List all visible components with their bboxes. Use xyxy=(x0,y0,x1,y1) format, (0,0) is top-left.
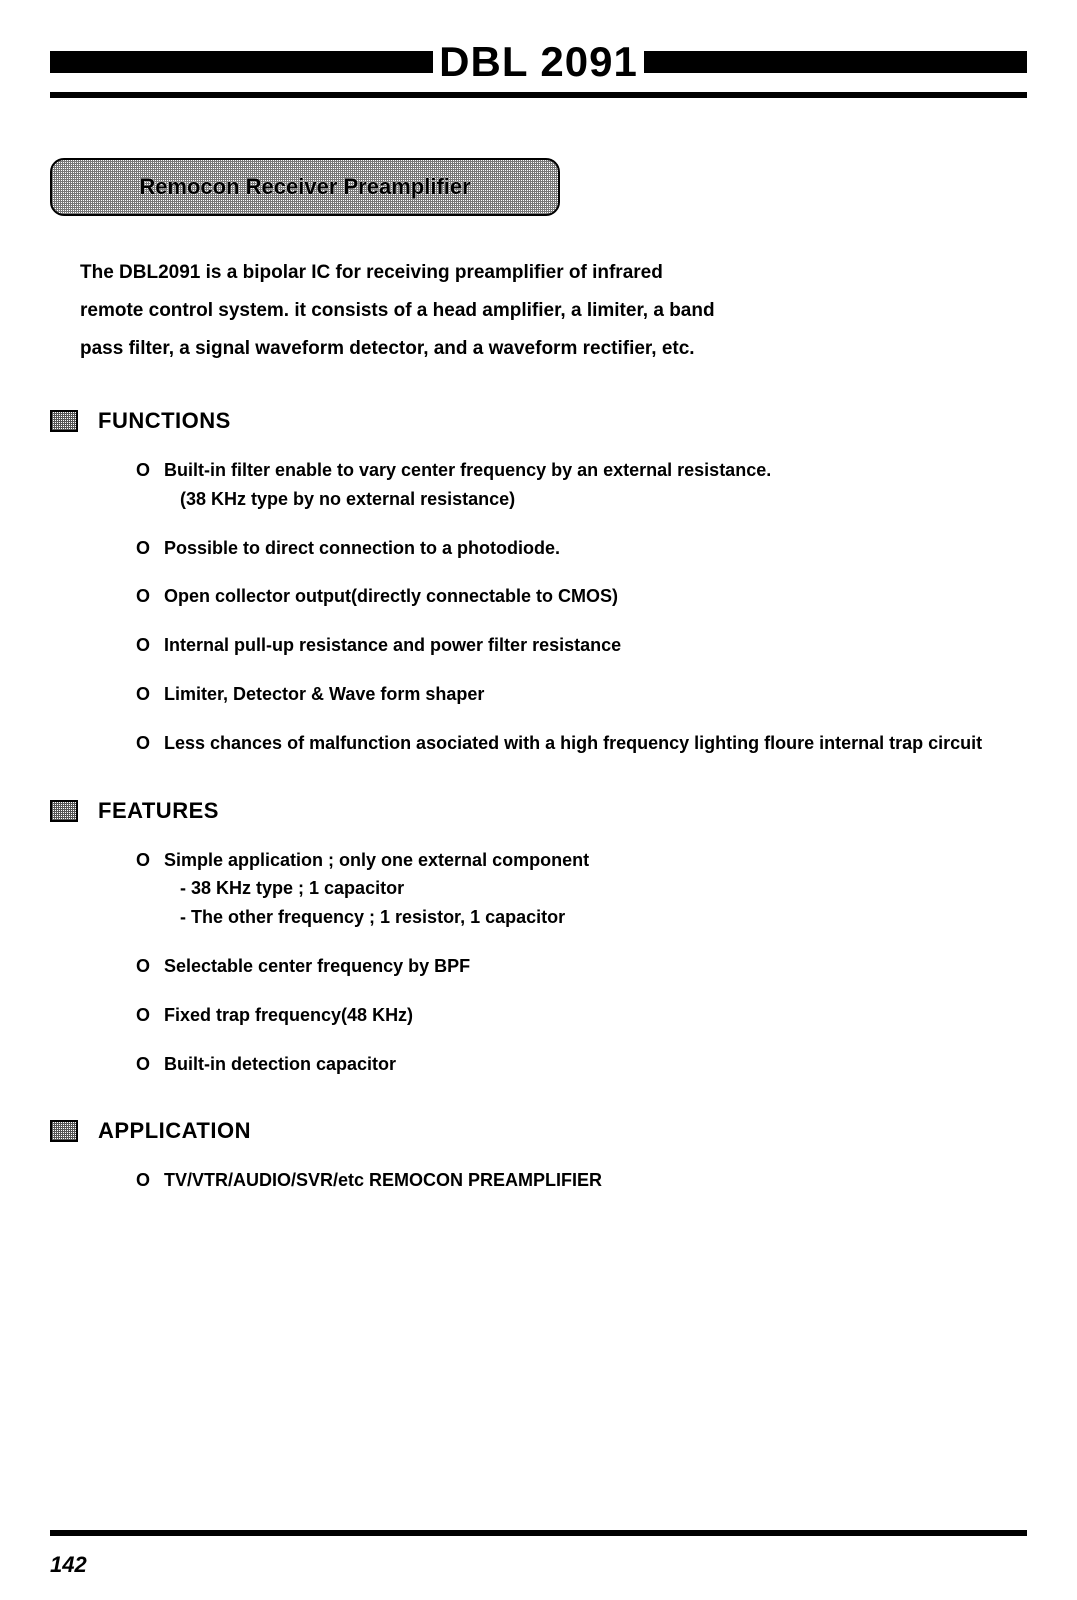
list-item-text: Possible to direct connection to a photo… xyxy=(164,538,560,558)
title-rule-left xyxy=(50,51,433,73)
sections-container: FUNCTIONS Built-in filter enable to vary … xyxy=(50,408,1027,1195)
section-head: FEATURES xyxy=(50,798,1027,824)
section: FEATURES Simple application ; only one ex… xyxy=(50,798,1027,1079)
section-heading: FEATURES xyxy=(98,798,219,824)
section-bullet-icon xyxy=(50,800,78,822)
list-item-text: Internal pull-up resistance and power fi… xyxy=(164,635,621,655)
list-item: Internal pull-up resistance and power fi… xyxy=(136,631,984,660)
page-number: 142 xyxy=(50,1552,87,1578)
subtitle-text: Remocon Receiver Preamplifier xyxy=(139,174,470,200)
bullet-list: Built-in filter enable to vary center fr… xyxy=(50,456,1027,758)
list-item-text: Selectable center frequency by BPF xyxy=(164,956,470,976)
section-bullet-icon xyxy=(50,1120,78,1142)
list-item: TV/VTR/AUDIO/SVR/etc REMOCON PREAMPLIFIE… xyxy=(136,1166,984,1195)
section: APPLICATION TV/VTR/AUDIO/SVR/etc REMOCON … xyxy=(50,1118,1027,1195)
list-item-subline: - 38 KHz type ; 1 capacitor xyxy=(180,874,984,903)
bullet-list: TV/VTR/AUDIO/SVR/etc REMOCON PREAMPLIFIE… xyxy=(50,1166,1027,1195)
list-item-text: TV/VTR/AUDIO/SVR/etc REMOCON PREAMPLIFIE… xyxy=(164,1170,602,1190)
list-item-text: Fixed trap frequency(48 KHz) xyxy=(164,1005,413,1025)
subtitle-box: Remocon Receiver Preamplifier xyxy=(50,158,560,216)
list-item-text: Simple application ; only one external c… xyxy=(164,850,589,870)
list-item-text: Open collector output(directly connectab… xyxy=(164,586,618,606)
list-item: Open collector output(directly connectab… xyxy=(136,582,984,611)
title-rule-right xyxy=(644,51,1027,73)
list-item: Fixed trap frequency(48 KHz) xyxy=(136,1001,984,1030)
list-item: Selectable center frequency by BPF xyxy=(136,952,984,981)
list-item: Built-in filter enable to vary center fr… xyxy=(136,456,984,514)
section-head: FUNCTIONS xyxy=(50,408,1027,434)
section-heading: APPLICATION xyxy=(98,1118,251,1144)
section-heading: FUNCTIONS xyxy=(98,408,231,434)
list-item-subline: (38 KHz type by no external resistance) xyxy=(180,485,984,514)
page-title: DBL 2091 xyxy=(433,38,644,86)
list-item-text: Less chances of malfunction asociated wi… xyxy=(164,733,982,753)
list-item: Possible to direct connection to a photo… xyxy=(136,534,984,563)
title-row: DBL 2091 xyxy=(50,38,1027,86)
title-under-rule xyxy=(50,92,1027,98)
section-head: APPLICATION xyxy=(50,1118,1027,1144)
list-item-subline: - The other frequency ; 1 resistor, 1 ca… xyxy=(180,903,984,932)
list-item: Built-in detection capacitor xyxy=(136,1050,984,1079)
list-item-text: Built-in detection capacitor xyxy=(164,1054,396,1074)
datasheet-page: DBL 2091 Remocon Receiver Preamplifier T… xyxy=(0,0,1077,1600)
list-item-text: Limiter, Detector & Wave form shaper xyxy=(164,684,484,704)
list-item: Less chances of malfunction asociated wi… xyxy=(136,729,984,758)
section: FUNCTIONS Built-in filter enable to vary … xyxy=(50,408,1027,758)
list-item: Simple application ; only one external c… xyxy=(136,846,984,932)
section-bullet-icon xyxy=(50,410,78,432)
bottom-rule xyxy=(50,1530,1027,1536)
intro-paragraph: The DBL2091 is a bipolar IC for receivin… xyxy=(80,254,720,368)
list-item-text: Built-in filter enable to vary center fr… xyxy=(164,460,771,480)
bullet-list: Simple application ; only one external c… xyxy=(50,846,1027,1079)
list-item: Limiter, Detector & Wave form shaper xyxy=(136,680,984,709)
